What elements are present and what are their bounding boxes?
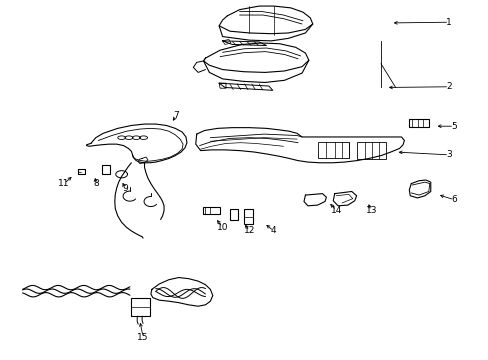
Text: 13: 13 [365, 206, 376, 215]
Text: 10: 10 [216, 223, 228, 232]
Bar [356, 142, 385, 159]
Text: 2: 2 [446, 82, 451, 91]
Text: 9: 9 [122, 184, 128, 193]
Text: 6: 6 [450, 195, 456, 204]
Text: 15: 15 [137, 333, 148, 342]
Bar [102, 165, 110, 174]
Text: 1: 1 [446, 18, 451, 27]
Text: 14: 14 [330, 206, 341, 215]
Bar [131, 298, 150, 316]
Bar [203, 207, 219, 214]
Bar [229, 209, 237, 220]
Text: 11: 11 [58, 179, 70, 188]
Text: 5: 5 [450, 122, 456, 131]
Text: 12: 12 [243, 226, 255, 235]
Bar [243, 210, 253, 224]
Text: 7: 7 [173, 111, 179, 120]
Bar [408, 119, 428, 127]
Text: 4: 4 [270, 226, 276, 235]
Text: 8: 8 [93, 179, 99, 188]
Text: 3: 3 [446, 150, 451, 159]
Bar [317, 142, 348, 158]
